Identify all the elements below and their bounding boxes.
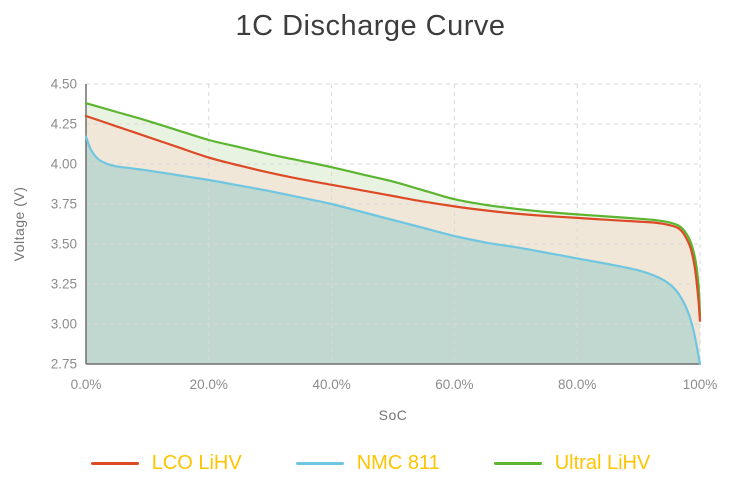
chart-title: 1C Discharge Curve bbox=[235, 10, 506, 42]
y-tick-label: 2.75 bbox=[51, 357, 77, 372]
lco-lihv-line-swatch-icon bbox=[90, 462, 139, 465]
chart-legend: LCO LiHV NMC 811 Ultral LiHV bbox=[0, 452, 741, 475]
x-axis-title: SoC bbox=[379, 407, 408, 423]
line-nmc-811 bbox=[84, 135, 702, 366]
legend-item-lco-lihv[interactable]: LCO LiHV bbox=[90, 452, 242, 475]
y-tick-label: 3.00 bbox=[51, 317, 77, 332]
legend-label-lco-lihv: LCO LiHV bbox=[151, 452, 242, 474]
x-tick-label: 0.0% bbox=[71, 377, 102, 392]
ultral-lihv-line-swatch-icon bbox=[493, 462, 542, 465]
line-lco-lihv bbox=[84, 114, 702, 322]
x-tick-label: 60.0% bbox=[435, 377, 473, 392]
x-tick-label: 100% bbox=[683, 377, 718, 392]
x-tick-label: 80.0% bbox=[558, 377, 596, 392]
y-tick-label: 4.25 bbox=[51, 117, 77, 132]
legend-label-ultral-lihv: Ultral LiHV bbox=[554, 452, 651, 474]
nmc-811-line-swatch-icon bbox=[295, 462, 344, 465]
x-tick-label: 40.0% bbox=[312, 377, 350, 392]
y-tick-label: 4.00 bbox=[51, 157, 77, 172]
y-tick-label: 3.25 bbox=[51, 277, 77, 292]
legend-item-nmc-811[interactable]: NMC 811 bbox=[295, 452, 440, 475]
line-ultral-lihv bbox=[84, 102, 702, 318]
y-tick-label: 3.50 bbox=[51, 237, 77, 252]
y-axis-title: Voltage (V) bbox=[11, 187, 27, 262]
area-nmc-811 bbox=[86, 136, 700, 364]
y-tick-label: 3.75 bbox=[51, 197, 77, 212]
y-tick-label: 4.50 bbox=[51, 77, 77, 92]
legend-item-ultral-lihv[interactable]: Ultral LiHV bbox=[493, 452, 651, 475]
x-tick-label: 20.0% bbox=[190, 377, 228, 392]
legend-label-nmc-811: NMC 811 bbox=[356, 452, 440, 474]
